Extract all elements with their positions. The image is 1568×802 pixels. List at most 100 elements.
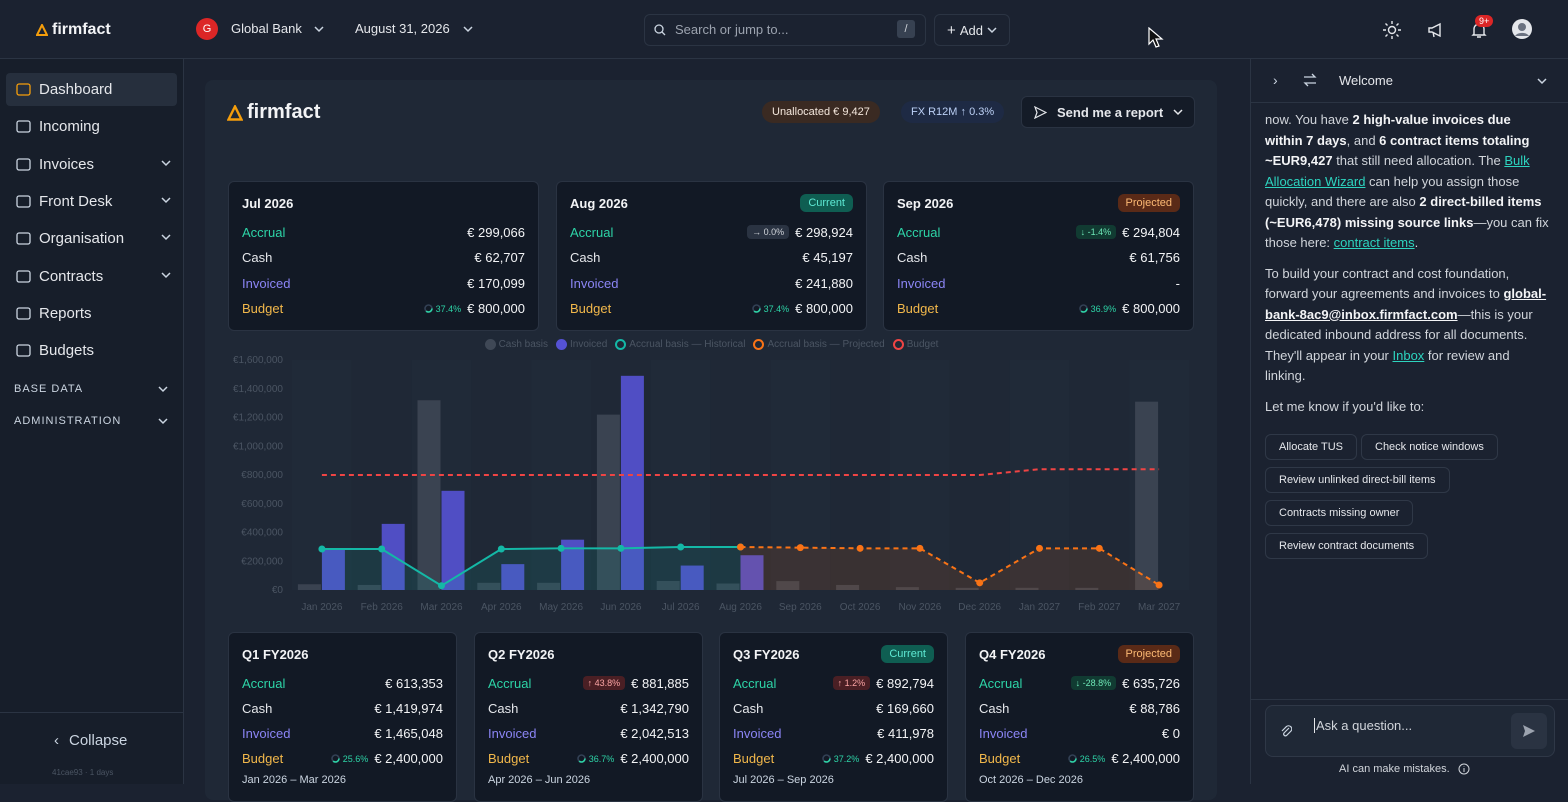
message-paragraph: Let me know if you'd like to: xyxy=(1265,397,1549,418)
legend-item[interactable]: Invoiced xyxy=(556,339,607,350)
metric-label: Cash xyxy=(979,700,1010,716)
summary-card[interactable]: Q2 FY2026 Accrual ↑ 43.8% € 881,885 Cash € 1,… xyxy=(474,632,703,802)
metric-label: Accrual xyxy=(979,675,1023,691)
nav-item[interactable]: Organisation xyxy=(6,222,177,255)
progress-ring xyxy=(330,754,340,764)
assistant-message: now. You have 2 high-value invoices due … xyxy=(1265,110,1549,427)
nav-item[interactable]: Reports xyxy=(6,297,177,330)
send-icon xyxy=(1523,725,1535,737)
nav-item[interactable]: Budgets xyxy=(6,334,177,367)
divider xyxy=(1251,699,1568,700)
progress-ring xyxy=(1067,754,1077,764)
chevron xyxy=(987,27,997,34)
chevron-path xyxy=(158,386,168,393)
suggestion-chip[interactable]: Review contract documents xyxy=(1265,533,1429,559)
summary-card[interactable]: Q1 FY2026 Accrual € 613,353 Cash € 1,419,974… xyxy=(228,632,457,802)
metric-value: € 0 xyxy=(1161,726,1180,742)
legend-item[interactable]: Accrual basis — Projected xyxy=(753,339,885,350)
org-selector[interactable]: Global Bank xyxy=(231,21,302,36)
user-avatar[interactable] xyxy=(1511,18,1533,40)
chevron xyxy=(1173,109,1183,116)
legend-item[interactable]: Budget xyxy=(892,339,938,350)
suggestion-chip[interactable]: Allocate TUS xyxy=(1265,434,1357,460)
budget-progress: 25.6% xyxy=(330,754,368,764)
metric-value: € 298,924 xyxy=(795,224,853,240)
metric-value: € 169,660 xyxy=(876,700,934,716)
metric-label: Budget xyxy=(488,751,530,767)
legend-label: Cash basis xyxy=(498,339,549,350)
nav-item[interactable]: Incoming xyxy=(6,110,177,143)
date-selector[interactable]: August 31, 2026 xyxy=(355,21,450,36)
icon-shape xyxy=(16,307,31,320)
expand-button[interactable]: › xyxy=(1273,72,1278,88)
icon-shape xyxy=(16,157,31,171)
dashboard-logo: firmfact xyxy=(227,101,320,124)
metric-label: Accrual xyxy=(570,224,614,240)
metric-label: Budget xyxy=(897,301,939,316)
unallocated-chip[interactable]: Unallocated € 9,427 xyxy=(762,101,880,123)
summary-card[interactable]: Aug 2026 Current Accrual → 0.0% € 298,924 Cas… xyxy=(556,181,867,331)
nav-item[interactable]: Dashboard xyxy=(6,73,177,106)
card-title: Aug 2026 xyxy=(570,196,628,211)
progress-text: 37.4% xyxy=(763,303,790,314)
nav-section[interactable]: ADMINISTRATION xyxy=(14,415,174,427)
status-badge: Projected xyxy=(1117,645,1180,663)
progress-text: 37.2% xyxy=(833,753,860,764)
logo-mark xyxy=(227,104,243,121)
ring-fill xyxy=(423,304,433,313)
message-link[interactable]: contract items xyxy=(1333,235,1415,250)
collapse-button[interactable]: ‹ Collapse xyxy=(54,732,127,749)
nav-item[interactable]: Front Desk xyxy=(6,185,177,218)
attach-icon[interactable] xyxy=(1280,724,1292,738)
summary-card[interactable]: Q3 FY2026 Current Accrual ↑ 1.2% € 892,794 Ca… xyxy=(719,632,948,802)
metric-label: Accrual xyxy=(488,675,532,691)
legend-item[interactable]: Cash basis xyxy=(484,339,549,350)
metric-label: Cash xyxy=(897,250,928,265)
nav-icon xyxy=(16,157,31,171)
metric-row: Cash € 1,419,974 xyxy=(242,698,443,718)
message-link[interactable]: global-bank-8ac9@inbox.firmfact.com xyxy=(1265,286,1547,322)
message-paragraph: now. You have 2 high-value invoices due … xyxy=(1265,110,1549,254)
metric-value: € 62,707 xyxy=(474,250,525,265)
message-text: can help you assign those quickly, and t… xyxy=(1265,173,1520,210)
search-box[interactable]: Search or jump to... / xyxy=(644,14,926,46)
metric-row: Invoiced € 1,465,048 xyxy=(242,724,443,744)
chat-input[interactable]: Ask a question... xyxy=(1265,705,1555,757)
icon-shape xyxy=(16,232,31,245)
metric-label: Budget xyxy=(242,751,284,767)
fx-chip[interactable]: FX R12M ↑ 0.3% xyxy=(901,101,1005,123)
metric-label: Invoiced xyxy=(242,726,291,742)
card-title: Sep 2026 xyxy=(897,196,954,211)
nav-icon xyxy=(16,120,31,133)
add-button[interactable]: + Add xyxy=(934,14,1010,46)
ring-fill xyxy=(821,754,831,764)
legend-item[interactable]: Accrual basis — Historical xyxy=(615,339,745,350)
switch-icon[interactable] xyxy=(1303,73,1317,87)
nav-item[interactable]: Contracts xyxy=(6,260,177,293)
org-avatar[interactable]: G xyxy=(196,18,218,40)
nav-section[interactable]: BASE DATA xyxy=(14,383,174,395)
info-icon[interactable] xyxy=(1458,763,1470,775)
conversation-title[interactable]: Welcome xyxy=(1339,73,1393,88)
summary-card[interactable]: Q4 FY2026 Projected Accrual ↓ -28.8% € 635,7… xyxy=(965,632,1194,802)
metric-row: Accrual ↑ 1.2% € 892,794 xyxy=(733,673,934,693)
change-chip: ↑ 1.2% xyxy=(832,676,871,690)
suggestion-chip[interactable]: Check notice windows xyxy=(1361,434,1498,460)
suggestion-chip[interactable]: Review unlinked direct-bill items xyxy=(1265,467,1450,493)
message-link[interactable]: Inbox xyxy=(1392,347,1425,363)
nav-item[interactable]: Invoices xyxy=(6,148,177,181)
summary-card[interactable]: Sep 2026 Projected Accrual ↓ -1.4% € 294,804… xyxy=(883,181,1194,331)
suggestion-chip[interactable]: Contracts missing owner xyxy=(1265,500,1414,526)
metric-label: Invoiced xyxy=(979,726,1028,742)
report-button[interactable]: Send me a report xyxy=(1021,96,1195,128)
logo[interactable]: firmfact xyxy=(36,21,111,39)
message-link[interactable]: Bulk Allocation Wizard xyxy=(1265,153,1530,189)
chevron[interactable] xyxy=(1537,77,1547,85)
card-title: Jul 2026 xyxy=(242,196,294,211)
card-title: Q2 FY2026 xyxy=(488,647,555,662)
summary-card[interactable]: Jul 2026 Accrual € 299,066 Cash € 62,707 Invo… xyxy=(228,181,539,331)
theme-toggle[interactable] xyxy=(1383,21,1401,39)
send-button[interactable] xyxy=(1511,713,1547,749)
announcements[interactable] xyxy=(1427,21,1445,39)
progress-text: 26.5% xyxy=(1079,753,1106,764)
